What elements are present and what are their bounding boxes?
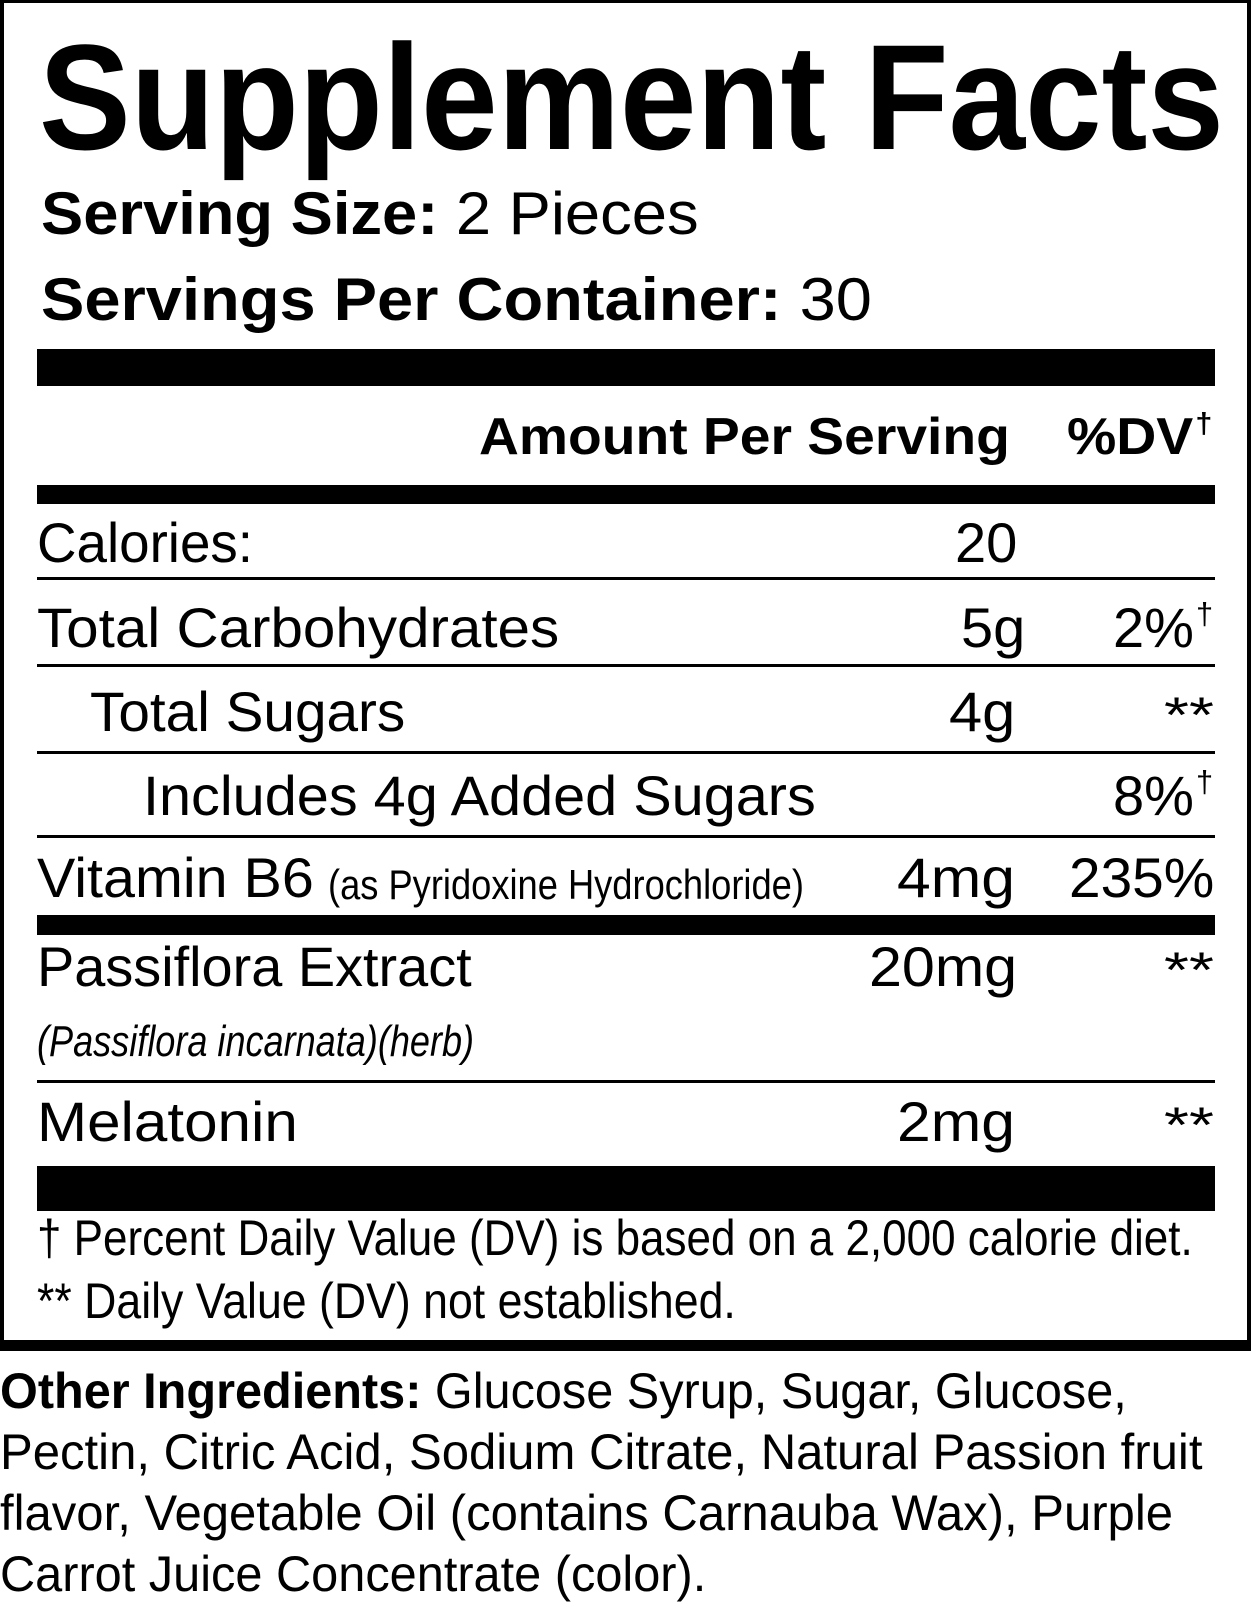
row-added-sugars-dv: 8%† (1113, 766, 1213, 824)
row-melatonin-name: Melatonin (37, 1090, 298, 1153)
footnote-not-established: ** Daily Value (DV) not established. (37, 1273, 736, 1329)
medium-divider (37, 485, 1215, 504)
row-passiflora-detail: (Passiflora incarnata)(herb) (37, 1017, 475, 1066)
dagger-mark: † (1195, 595, 1214, 631)
row-added-sugars-name: Includes 4g Added Sugars (143, 764, 816, 827)
serving-size-label: Serving Size: (41, 180, 439, 247)
row-carbs-amount: 5g (960, 596, 1026, 659)
amount-per-serving-header: Amount Per Serving (479, 408, 1010, 466)
row-carbs-dv: 2%† (1113, 598, 1213, 656)
row-passiflora-amount: 20mg (868, 935, 1018, 998)
thin-divider (37, 835, 1215, 838)
row-melatonin-amount: 2mg (897, 1090, 1015, 1153)
thick-divider (37, 349, 1215, 386)
thin-divider (37, 751, 1215, 754)
other-ingredients-text: Glucose Syrup, Sugar, Glucose, (421, 1363, 1127, 1419)
row-calories-name: Calories: (37, 511, 253, 574)
row-added-sugars-dv-value: 8% (1113, 764, 1194, 827)
row-passiflora-name: Passiflora Extract (37, 935, 472, 998)
row-calories-amount: 20 (955, 511, 1018, 574)
row-b6-dv: 235% (1068, 846, 1215, 909)
dagger-mark: † (1195, 763, 1214, 799)
dv-header: %DV† (1066, 407, 1213, 466)
thin-divider (37, 577, 1215, 580)
servings-per-container-value: 30 (799, 266, 872, 333)
row-sugars-amount: 4g (948, 680, 1016, 743)
other-ingredients-line: Pectin, Citric Acid, Sodium Citrate, Nat… (0, 1424, 1203, 1480)
thin-divider (37, 664, 1215, 667)
row-b6-amount: 4mg (897, 846, 1015, 909)
row-sugars-name: Total Sugars (90, 680, 406, 743)
row-carbs-dv-value: 2% (1113, 596, 1194, 659)
serving-size-value: 2 Pieces (455, 180, 699, 247)
other-ingredients-line: Carrot Juice Concentrate (color). (0, 1546, 707, 1602)
row-melatonin-dv: ** (1164, 1097, 1214, 1153)
other-ingredients-line: Other Ingredients: Glucose Syrup, Sugar,… (0, 1366, 1127, 1416)
servings-per-container-label: Servings Per Container: (41, 266, 782, 333)
panel-title: Supplement Facts (39, 13, 1224, 181)
servings-per-container: Servings Per Container: 30 (41, 270, 872, 330)
dagger-mark: † (1195, 407, 1213, 440)
supplement-facts-panel (0, 0, 1251, 1351)
other-ingredients-line: flavor, Vegetable Oil (contains Carnauba… (0, 1485, 1173, 1541)
row-carbs-name: Total Carbohydrates (37, 596, 560, 659)
dv-header-label: %DV (1066, 408, 1194, 466)
thin-divider (37, 1080, 1215, 1083)
other-ingredients-label: Other Ingredients: (0, 1363, 422, 1419)
serving-size: Serving Size: 2 Pieces (41, 184, 699, 244)
thick-divider (37, 1166, 1215, 1211)
row-passiflora-dv: ** (1164, 942, 1214, 998)
footnote-dv: † Percent Daily Value (DV) is based on a… (37, 1210, 1193, 1266)
row-b6-name: Vitamin B6 (37, 846, 314, 909)
row-b6-detail: (as Pyridoxine Hydrochloride) (328, 861, 804, 908)
row-sugars-dv: ** (1164, 687, 1214, 743)
medium-divider (37, 915, 1215, 935)
